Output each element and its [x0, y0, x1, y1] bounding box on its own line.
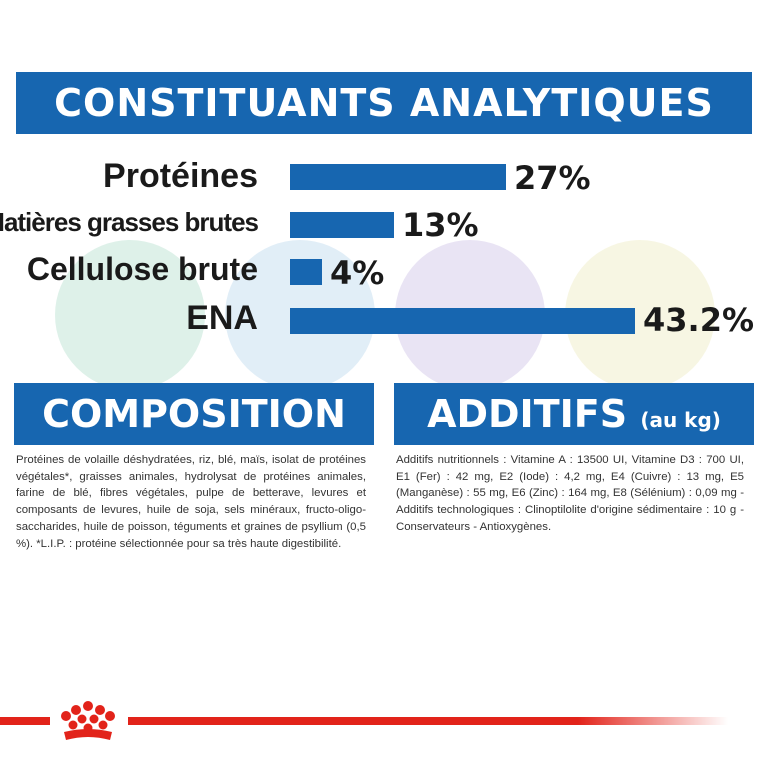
bar-value-cellulose: 4%	[330, 254, 385, 292]
bar-label-ena: ENA	[186, 299, 258, 337]
bar-value-proteines: 27%	[514, 159, 591, 197]
bar-label-proteines: Protéines	[103, 157, 258, 195]
analytical-constituents-banner: CONSTITUANTS ANALYTIQUES	[16, 72, 752, 134]
composition-banner: COMPOSITION	[14, 383, 374, 445]
bar-matieres-grasses	[290, 212, 394, 238]
bar-label-cellulose: Cellulose brute	[26, 251, 258, 287]
bar-cellulose	[290, 259, 322, 285]
bar-label-matieres-grasses: Matières grasses brutes	[0, 207, 259, 237]
bar-proteines	[290, 164, 506, 190]
watermark-graphic	[55, 240, 715, 390]
composition-text: Protéines de volaille déshydratées, riz,…	[16, 454, 366, 550]
bar-value-ena: 43.2%	[643, 301, 755, 339]
footer-red-line-left	[0, 717, 50, 725]
crown-icon	[61, 701, 115, 740]
analytical-constituents-title: CONSTITUANTS ANALYTIQUES	[54, 81, 714, 125]
additifs-title: ADDITIFS	[427, 392, 628, 436]
bar-ena	[290, 308, 635, 334]
footer-red-line-right	[128, 717, 728, 725]
additifs-text: Additifs nutritionnels : Vitamine A : 13…	[396, 454, 744, 533]
bar-value-matieres-grasses: 13%	[402, 206, 479, 244]
composition-title: COMPOSITION	[42, 392, 346, 436]
additifs-banner: ADDITIFS (au kg)	[394, 383, 754, 445]
additifs-subtitle: (au kg)	[640, 408, 721, 432]
